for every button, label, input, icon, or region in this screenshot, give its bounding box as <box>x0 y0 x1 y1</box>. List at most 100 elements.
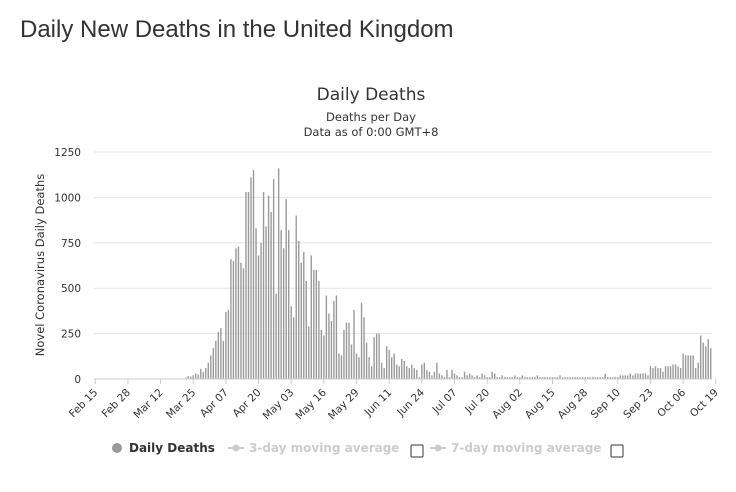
bar[interactable] <box>456 375 458 379</box>
bar[interactable] <box>556 377 559 379</box>
bar[interactable] <box>277 168 280 379</box>
bar[interactable] <box>232 260 235 379</box>
bar[interactable] <box>581 377 584 379</box>
bar[interactable] <box>408 368 410 379</box>
bar[interactable] <box>634 373 637 379</box>
bar[interactable] <box>471 375 473 379</box>
bar[interactable] <box>672 364 674 379</box>
bar[interactable] <box>521 375 524 379</box>
bar[interactable] <box>524 377 526 379</box>
bar[interactable] <box>348 322 350 379</box>
bar[interactable] <box>705 346 707 379</box>
bar[interactable] <box>365 342 368 379</box>
bar[interactable] <box>250 177 252 379</box>
bar[interactable] <box>192 375 194 379</box>
bar[interactable] <box>584 377 586 379</box>
bar[interactable] <box>667 366 669 379</box>
bar[interactable] <box>330 320 333 379</box>
bar[interactable] <box>401 359 403 379</box>
bar[interactable] <box>210 355 212 379</box>
bar[interactable] <box>300 262 302 379</box>
bar[interactable] <box>504 377 506 379</box>
bar[interactable] <box>639 373 642 379</box>
bar[interactable] <box>220 328 222 379</box>
bar[interactable] <box>288 230 290 379</box>
bar[interactable] <box>466 375 468 379</box>
bar[interactable] <box>413 368 415 379</box>
bar[interactable] <box>526 377 529 379</box>
bar[interactable] <box>320 329 323 379</box>
bar[interactable] <box>240 262 242 379</box>
bar[interactable] <box>539 377 541 379</box>
bar[interactable] <box>443 377 446 379</box>
bar[interactable] <box>403 360 405 379</box>
bar[interactable] <box>255 228 257 379</box>
bar[interactable] <box>225 311 227 379</box>
bar[interactable] <box>519 377 521 379</box>
bar[interactable] <box>275 293 277 379</box>
bar[interactable] <box>295 215 297 379</box>
bar[interactable] <box>257 255 260 379</box>
legend-item-7-day-moving-average[interactable]: 7-day moving average <box>430 441 601 455</box>
bar[interactable] <box>385 346 388 379</box>
bar[interactable] <box>313 270 315 379</box>
bar[interactable] <box>629 373 632 379</box>
bar[interactable] <box>702 342 704 379</box>
bar[interactable] <box>594 377 596 379</box>
bar[interactable] <box>461 377 463 379</box>
bar[interactable] <box>617 377 619 379</box>
bar[interactable] <box>551 377 554 379</box>
bar[interactable] <box>586 377 589 379</box>
bar[interactable] <box>318 280 320 379</box>
bar[interactable] <box>428 371 431 379</box>
bar[interactable] <box>426 369 428 379</box>
bar[interactable] <box>323 335 325 379</box>
bar[interactable] <box>463 371 466 379</box>
bar[interactable] <box>632 375 634 379</box>
bar[interactable] <box>375 333 378 379</box>
bar[interactable] <box>624 375 627 379</box>
bar[interactable] <box>669 366 672 379</box>
bar[interactable] <box>360 302 363 379</box>
bar[interactable] <box>418 377 421 379</box>
bar[interactable] <box>576 377 579 379</box>
bar[interactable] <box>235 248 237 379</box>
bar[interactable] <box>328 313 330 379</box>
bar[interactable] <box>649 366 652 379</box>
bar[interactable] <box>707 339 709 379</box>
bar[interactable] <box>591 377 594 379</box>
bar[interactable] <box>694 368 697 379</box>
bar[interactable] <box>516 377 518 379</box>
bar[interactable] <box>380 362 383 379</box>
bar[interactable] <box>205 368 207 379</box>
bar[interactable] <box>514 375 516 379</box>
bar[interactable] <box>438 373 441 379</box>
bar[interactable] <box>664 366 667 379</box>
bar[interactable] <box>544 377 546 379</box>
bar[interactable] <box>187 376 189 379</box>
bar[interactable] <box>554 377 556 379</box>
bar[interactable] <box>609 377 611 379</box>
bar[interactable] <box>370 366 373 379</box>
checkbox-3-day[interactable] <box>410 444 424 458</box>
bar[interactable] <box>529 377 531 379</box>
bar[interactable] <box>272 179 275 379</box>
bar[interactable] <box>303 251 305 379</box>
bar[interactable] <box>478 377 481 379</box>
bar[interactable] <box>491 371 493 379</box>
legend-item-daily-deaths[interactable]: Daily Deaths <box>112 441 215 455</box>
bar[interactable] <box>436 362 438 379</box>
bar[interactable] <box>536 375 539 379</box>
bar[interactable] <box>358 357 360 379</box>
bar[interactable] <box>597 377 599 379</box>
bar[interactable] <box>355 353 358 379</box>
bar[interactable] <box>682 353 684 379</box>
bar[interactable] <box>684 355 687 379</box>
bar[interactable] <box>674 364 677 379</box>
bar[interactable] <box>197 374 199 379</box>
bar[interactable] <box>423 362 426 379</box>
bar[interactable] <box>637 373 639 379</box>
bar[interactable] <box>222 340 225 379</box>
bar[interactable] <box>215 340 217 379</box>
bar[interactable] <box>202 372 204 379</box>
